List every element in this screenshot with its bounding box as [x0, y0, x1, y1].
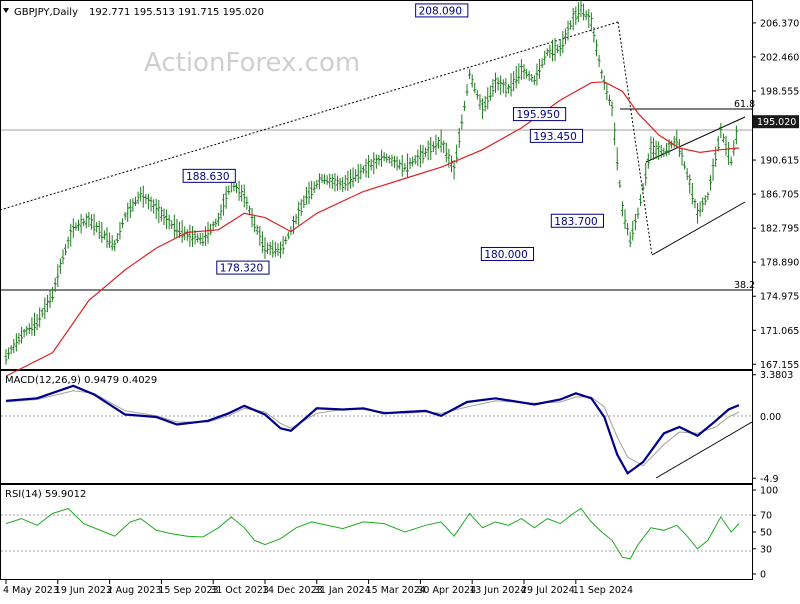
time-axis-label: 2 Aug 2023	[107, 585, 162, 596]
time-axis-label: 11 Sep 2024	[573, 585, 633, 596]
rsi-panel	[0, 484, 753, 580]
time-axis-label: 15 Mar 2024	[366, 585, 426, 596]
macd-layer	[5, 384, 740, 475]
callout-label: 180.000	[484, 249, 527, 261]
callout-layer: 208.090 188.630 178.320 195.950 193.450 183.7…	[182, 3, 605, 275]
callout-label: 193.450	[533, 131, 576, 143]
current-price-tag-bg	[753, 115, 799, 129]
drop-dotted-trendline	[617, 21, 653, 256]
price-panel	[0, 0, 753, 370]
macd-signal-line	[5, 390, 740, 467]
price-axis-label: 174.975	[760, 292, 799, 303]
callout-box	[415, 3, 469, 18]
trendlines	[0, 21, 753, 479]
callout-box	[550, 213, 605, 228]
price-axis: 206.370 202.460 198.555 190.615 186.705 182.7…	[752, 18, 799, 371]
time-axis-label: 15 Sep 2023	[158, 585, 218, 596]
macd-support-line	[655, 421, 753, 479]
panel-collapse-icon[interactable]	[3, 8, 9, 13]
price-axis-label: 206.370	[760, 18, 799, 29]
symbol-label: GBPJPY,Daily	[14, 7, 78, 18]
fib-382-label: 38.2	[734, 280, 755, 291]
rsi-label: RSI(14) 59.9012	[5, 489, 86, 500]
price-axis-label: 190.615	[760, 156, 799, 167]
price-axis-label: 202.460	[760, 52, 799, 63]
lower-channel-line	[651, 201, 746, 256]
macd-line	[5, 384, 740, 475]
time-axis-label: 31 Jan 2024	[314, 585, 371, 596]
price-axis-label: 178.890	[760, 258, 799, 269]
time-axis-label: 13 Jun 2024	[469, 585, 526, 596]
callout-label: 208.090	[419, 5, 462, 17]
upper-channel-line	[645, 116, 746, 163]
macd-axis-label: 3.3803	[760, 370, 793, 381]
ohlc-label: 192.771 195.513 191.715 195.020	[89, 7, 264, 18]
price-axis-label: 198.555	[760, 86, 799, 97]
moving-average-line	[5, 81, 740, 377]
callout-box	[480, 246, 535, 261]
rsi-axis-label: 100	[760, 486, 778, 497]
time-axis-label: 4 May 2023	[3, 585, 59, 596]
callout-box	[529, 128, 584, 143]
rsi-axis-label: 50	[760, 528, 772, 539]
fib-618-label: 61.8	[734, 99, 755, 110]
price-axis-label: 171.065	[760, 326, 799, 337]
time-axis-label: 14 Dec 2023	[262, 585, 323, 596]
rsi-axis-label: 70	[760, 511, 772, 522]
macd-axis: 3.3803 -4.9	[752, 370, 793, 485]
callout-label: 178.320	[220, 263, 263, 275]
fib-lines: 61.8 38.2	[1, 99, 755, 291]
time-axis-label: 19 Jun 2023	[55, 585, 112, 596]
price-axis-label: 186.705	[760, 190, 799, 201]
macd-zero-tag: 0.00	[760, 412, 781, 423]
price-layer	[4, 0, 738, 365]
rsi-layer	[5, 507, 740, 560]
callout-box	[512, 107, 567, 122]
callout-label: 183.700	[554, 216, 597, 228]
macd-axis-label: -4.9	[760, 474, 779, 485]
callout-label: 188.630	[186, 171, 229, 183]
time-axis-label: 30 Apr 2024	[417, 585, 476, 596]
callout-box	[182, 168, 236, 183]
price-axis-label: 182.795	[760, 224, 799, 235]
current-price-tag: 195.020	[753, 115, 799, 129]
callout-label: 195.950	[516, 109, 559, 121]
time-axis-label: 31 Oct 2023	[210, 585, 269, 596]
macd-panel	[0, 370, 753, 484]
rsi-line	[5, 507, 740, 560]
time-axis-label: 29 Jul 2024	[521, 585, 575, 596]
moving-average-layer	[5, 81, 740, 377]
rsi-axis-label: 30	[760, 544, 772, 555]
callout-box	[216, 260, 270, 275]
price-axis-label: 167.155	[760, 360, 799, 371]
watermark: ActionForex.com	[144, 48, 360, 78]
macd-label: MACD(12,26,9) 0.9479 0.4029	[5, 375, 157, 386]
current-price-value: 195.020	[757, 117, 796, 128]
rsi-axis-label: 0	[760, 570, 766, 581]
rsi-axis: 100 70 50 30 0	[752, 486, 778, 581]
